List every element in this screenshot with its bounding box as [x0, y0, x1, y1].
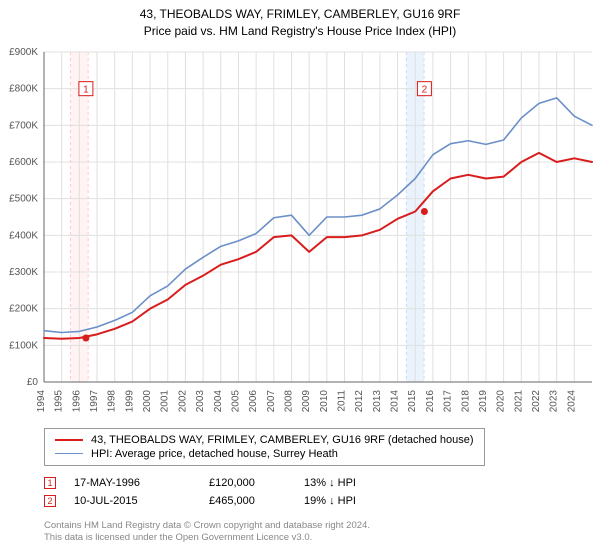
svg-text:2008: 2008 — [283, 389, 294, 412]
svg-text:1999: 1999 — [124, 389, 135, 412]
svg-text:£600K: £600K — [9, 157, 38, 168]
legend-item: HPI: Average price, detached house, Surr… — [55, 447, 474, 461]
transaction-marker: 1 — [44, 477, 56, 489]
transaction-date: 17-MAY-1996 — [74, 477, 209, 489]
legend-box: 43, THEOBALDS WAY, FRIMLEY, CAMBERLEY, G… — [44, 428, 485, 466]
svg-text:2022: 2022 — [531, 389, 542, 412]
svg-text:£100K: £100K — [9, 340, 38, 351]
svg-text:2021: 2021 — [513, 389, 524, 412]
legend-swatch — [55, 453, 83, 454]
svg-text:2000: 2000 — [142, 389, 153, 412]
svg-text:2019: 2019 — [478, 389, 489, 412]
legend-label: 43, THEOBALDS WAY, FRIMLEY, CAMBERLEY, G… — [91, 434, 474, 446]
transaction-hpi: 13% ↓ HPI — [304, 477, 399, 489]
svg-text:£200K: £200K — [9, 303, 38, 314]
svg-text:2016: 2016 — [425, 389, 436, 412]
svg-text:£700K: £700K — [9, 120, 38, 131]
svg-text:2014: 2014 — [390, 389, 401, 412]
svg-text:1996: 1996 — [71, 389, 82, 412]
transactions-table: 1 17-MAY-1996£120,00013% ↓ HPI 2 10-JUL-201… — [44, 474, 600, 510]
svg-text:£900K: £900K — [9, 47, 38, 58]
svg-text:£400K: £400K — [9, 230, 38, 241]
svg-text:2010: 2010 — [319, 389, 330, 412]
svg-text:2: 2 — [422, 84, 428, 95]
svg-text:1994: 1994 — [36, 389, 47, 412]
svg-text:£800K: £800K — [9, 83, 38, 94]
svg-text:1998: 1998 — [107, 389, 118, 412]
svg-text:2012: 2012 — [354, 389, 365, 412]
svg-text:2003: 2003 — [195, 389, 206, 412]
title-line-1: 43, THEOBALDS WAY, FRIMLEY, CAMBERLEY, G… — [0, 6, 600, 23]
transaction-price: £465,000 — [209, 495, 304, 507]
transaction-hpi: 19% ↓ HPI — [304, 495, 399, 507]
svg-text:2002: 2002 — [177, 389, 188, 412]
svg-text:2020: 2020 — [496, 389, 507, 412]
svg-text:£500K: £500K — [9, 193, 38, 204]
svg-text:2018: 2018 — [460, 389, 471, 412]
legend-item: 43, THEOBALDS WAY, FRIMLEY, CAMBERLEY, G… — [55, 433, 474, 447]
svg-text:2013: 2013 — [372, 389, 383, 412]
transaction-marker: 2 — [44, 495, 56, 507]
chart-area: £0 £100K £200K £300K £400K £500K £600K £700K £80… — [0, 44, 600, 424]
transaction-row: 1 17-MAY-1996£120,00013% ↓ HPI — [44, 474, 600, 492]
svg-text:2005: 2005 — [230, 389, 241, 412]
svg-text:£300K: £300K — [9, 267, 38, 278]
attribution-line-1: Contains HM Land Registry data © Crown c… — [44, 520, 600, 532]
svg-text:2004: 2004 — [213, 389, 224, 412]
svg-text:2007: 2007 — [266, 389, 277, 412]
svg-text:2015: 2015 — [407, 389, 418, 412]
svg-text:2024: 2024 — [566, 389, 577, 412]
svg-text:2001: 2001 — [160, 389, 171, 412]
chart-container: 43, THEOBALDS WAY, FRIMLEY, CAMBERLEY, G… — [0, 0, 600, 560]
title-block: 43, THEOBALDS WAY, FRIMLEY, CAMBERLEY, G… — [0, 0, 600, 44]
transaction-row: 2 10-JUL-2015£465,00019% ↓ HPI — [44, 492, 600, 510]
title-line-2: Price paid vs. HM Land Registry's House … — [0, 23, 600, 40]
svg-text:1995: 1995 — [54, 389, 65, 412]
legend-swatch — [55, 439, 83, 441]
legend-label: HPI: Average price, detached house, Surr… — [91, 448, 338, 460]
svg-text:1997: 1997 — [89, 389, 100, 412]
svg-text:1: 1 — [83, 84, 89, 95]
svg-text:2006: 2006 — [248, 389, 259, 412]
svg-text:2011: 2011 — [337, 389, 348, 411]
attribution-line-2: This data is licensed under the Open Gov… — [44, 532, 600, 544]
transaction-date: 10-JUL-2015 — [74, 495, 209, 507]
svg-text:£0: £0 — [27, 377, 39, 388]
svg-text:2017: 2017 — [443, 389, 454, 412]
svg-text:2023: 2023 — [549, 389, 560, 412]
svg-text:2009: 2009 — [301, 389, 312, 412]
attribution: Contains HM Land Registry data © Crown c… — [44, 520, 600, 545]
chart-svg: £0 £100K £200K £300K £400K £500K £600K £700K £80… — [0, 44, 600, 424]
transaction-price: £120,000 — [209, 477, 304, 489]
